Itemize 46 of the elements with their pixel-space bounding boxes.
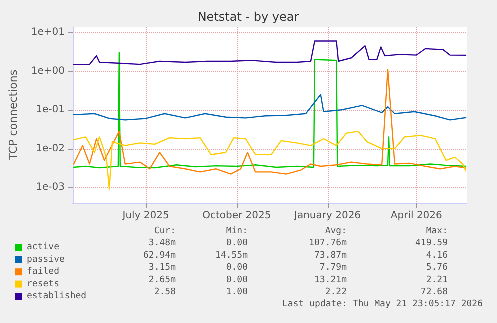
- text: 2.21: [426, 275, 448, 286]
- line-series: [73, 52, 467, 169]
- text: 3.15m: [148, 263, 176, 274]
- text: 3.48m: [148, 238, 176, 249]
- line-series: [73, 130, 467, 190]
- text: Cur:: [154, 226, 176, 236]
- x-tick-label: October 2025: [202, 210, 272, 222]
- text: 73.87m: [314, 250, 347, 261]
- line-series: [73, 94, 467, 121]
- y-tick-label: 1e+00: [31, 66, 65, 77]
- text: 419.59: [415, 238, 448, 249]
- text: 14.55m: [215, 250, 248, 261]
- x-tick-label: January 2026: [293, 210, 362, 222]
- text: 5.76: [426, 263, 448, 274]
- text: 107.76m: [309, 238, 347, 249]
- text: Max:: [426, 226, 448, 236]
- y-tick-label: 1e-01: [36, 104, 65, 116]
- text: 4.16: [426, 250, 448, 261]
- y-tick-label: 1e+01: [31, 27, 65, 38]
- text: 2.22: [325, 288, 347, 298]
- text: 0.00: [226, 238, 248, 249]
- x-tick-label: April 2026: [390, 210, 442, 222]
- y-axis-title: TCP connections: [7, 70, 20, 162]
- text: 0.00: [226, 275, 248, 286]
- text: Avg:: [325, 226, 347, 236]
- text: Last update: Thu May 21 23:05:17 2026: [282, 300, 483, 310]
- text: Min:: [226, 226, 248, 236]
- legend-label: active: [27, 242, 60, 253]
- text: 2.58: [154, 288, 176, 298]
- text: 72.68: [420, 288, 448, 298]
- legend-label: passive: [27, 254, 65, 265]
- text: 1.00: [226, 288, 248, 298]
- legend-label: resets: [27, 279, 60, 290]
- y-tick-label: 1e-03: [36, 182, 65, 194]
- text: 2.65m: [148, 275, 176, 286]
- text: 62.94m: [143, 250, 176, 261]
- line-series: [73, 40, 467, 66]
- text: 13.21m: [314, 275, 347, 286]
- chart-title: Netstat - by year: [198, 10, 300, 24]
- text: 0.00: [226, 263, 248, 274]
- legend-label: established: [27, 292, 87, 302]
- x-tick-label: July 2025: [122, 210, 170, 222]
- y-tick-label: 1e-02: [36, 143, 65, 154]
- text: 7.79m: [320, 263, 347, 274]
- legend-label: failed: [27, 267, 60, 278]
- line-series: [73, 69, 467, 175]
